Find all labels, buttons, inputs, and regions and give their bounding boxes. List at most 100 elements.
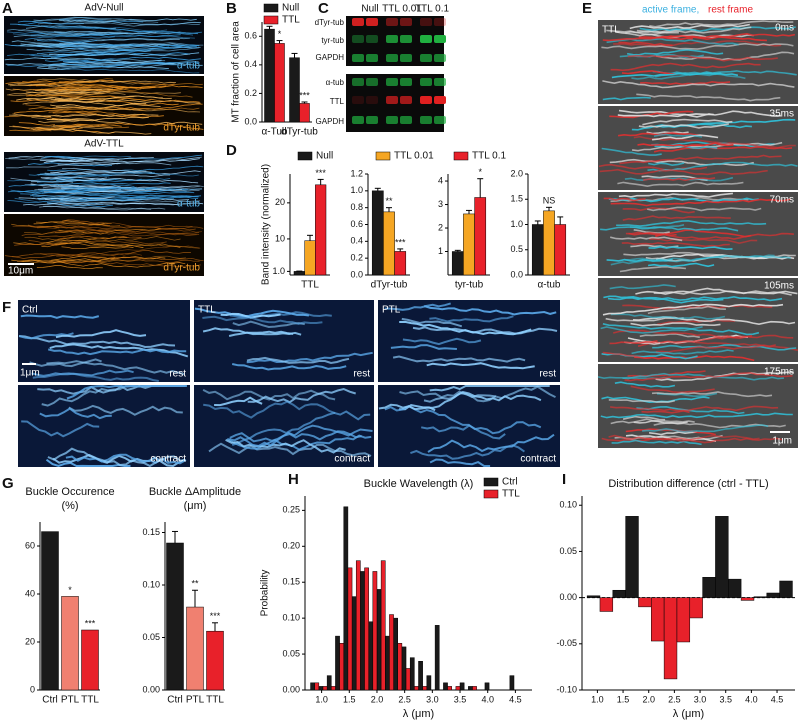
texture-streak	[611, 439, 702, 446]
texture-streak	[16, 96, 83, 101]
legend-swatch	[263, 3, 279, 13]
texture-streak	[62, 20, 201, 26]
state-label: rest	[539, 369, 556, 380]
blot-row-label: tyr-tub	[321, 36, 344, 45]
x-tick-label: 3.5	[719, 694, 732, 704]
scale-label: 10μm	[8, 266, 33, 277]
texture-streak	[646, 131, 689, 135]
panel-letter: G	[2, 475, 14, 492]
histogram-bar	[326, 675, 332, 691]
texture-streak	[610, 254, 791, 266]
texture-streak	[429, 458, 491, 467]
texture-streak	[59, 18, 144, 23]
texture-streak	[609, 110, 694, 119]
texture-streak	[50, 178, 105, 182]
texture-streak	[33, 37, 190, 41]
texture-streak	[618, 109, 782, 118]
scale-label: 1μm	[772, 436, 792, 447]
chart-title: Buckle Wavelength (λ)	[364, 478, 474, 490]
y-tick-label: 0.0	[350, 269, 363, 279]
texture-streak	[56, 32, 195, 39]
texture-streak	[61, 186, 158, 190]
texture-streak	[32, 195, 129, 199]
texture-streak	[18, 335, 176, 349]
texture-streak	[52, 225, 197, 235]
texture-streak	[33, 124, 130, 129]
channel-label: α-tub	[177, 199, 200, 210]
bar	[299, 103, 310, 123]
panel-letter: I	[562, 471, 566, 488]
histogram-bar	[663, 597, 678, 680]
x-tick-label: 4.0	[745, 694, 758, 704]
histogram-bar	[509, 675, 515, 691]
texture-streak	[7, 46, 170, 56]
texture-streak	[20, 191, 195, 195]
panel-letter: A	[2, 0, 13, 17]
blot-band	[352, 78, 364, 86]
histogram-bar	[351, 596, 357, 691]
texture-streak	[4, 250, 191, 258]
texture-streak	[625, 231, 794, 240]
x-tick-label: PTL	[61, 695, 80, 706]
texture-streak	[640, 80, 731, 86]
y-tick-label: 2.0	[510, 168, 523, 178]
y-tick-label: 3	[438, 199, 443, 209]
x-tick-label: TTL	[206, 695, 224, 706]
blot-band	[366, 54, 378, 62]
texture-streak	[246, 351, 373, 364]
blot-band	[400, 116, 412, 124]
texture-streak	[410, 444, 525, 460]
y-tick-label: 0.05	[142, 632, 160, 642]
bar	[274, 43, 285, 123]
histogram-bar	[380, 560, 386, 691]
texture-streak	[32, 372, 159, 382]
y-tick-label: 0.8	[350, 202, 363, 212]
x-tick-label: 2.5	[668, 694, 681, 704]
texture-streak	[631, 349, 734, 355]
texture-streak	[619, 154, 782, 165]
significance: ***	[395, 237, 406, 247]
bar	[264, 28, 275, 123]
texture-streak	[622, 415, 666, 421]
panel-letter: H	[288, 471, 299, 488]
blot-band	[434, 54, 446, 62]
y-axis-label: Band intensity (normalized)	[261, 164, 272, 285]
bar	[61, 596, 79, 691]
panel-letter: F	[2, 299, 11, 316]
y-axis-label: Probability	[260, 570, 271, 617]
y-tick-label: 20	[25, 636, 35, 646]
texture-streak	[57, 63, 184, 69]
texture-streak	[401, 317, 463, 328]
blot-row-label: TTL	[330, 97, 345, 106]
texture-streak	[635, 287, 798, 295]
texture-streak	[37, 22, 200, 27]
histogram-bar	[766, 592, 780, 598]
texture-streak	[194, 307, 310, 318]
histogram-bar	[447, 686, 452, 691]
texture-streak	[14, 242, 69, 246]
texture-streak	[51, 160, 172, 166]
histogram-bar	[740, 597, 755, 601]
legend-label: rest frame	[708, 5, 753, 16]
blot-band	[420, 78, 432, 86]
texture-streak	[429, 385, 550, 392]
texture-streak	[641, 410, 690, 414]
legend-swatch	[453, 151, 469, 161]
texture-streak	[630, 385, 715, 394]
texture-streak	[202, 389, 336, 401]
panel-letter: B	[226, 0, 237, 17]
texture-streak	[203, 400, 336, 419]
texture-streak	[43, 205, 152, 211]
texture-streak	[636, 29, 679, 34]
texture-streak	[602, 303, 784, 316]
texture-streak	[648, 162, 685, 167]
y-tick-label: 1.2	[350, 168, 363, 178]
texture-streak	[608, 399, 675, 403]
texture-streak	[610, 62, 761, 72]
blot-row-label: dTyr-tub	[315, 18, 345, 27]
y-tick-label: 0.2	[244, 88, 257, 98]
texture-streak	[57, 27, 202, 35]
histogram-bar	[443, 682, 448, 691]
texture-streak	[600, 326, 703, 334]
condition-label: TTL	[602, 25, 620, 36]
